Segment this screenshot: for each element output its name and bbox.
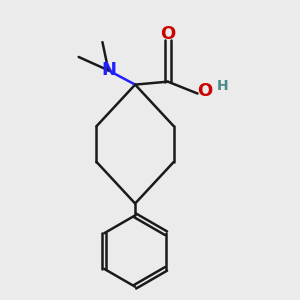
Text: N: N [101,61,116,79]
Text: H: H [217,79,229,93]
Text: O: O [160,25,176,43]
Text: O: O [197,82,213,100]
